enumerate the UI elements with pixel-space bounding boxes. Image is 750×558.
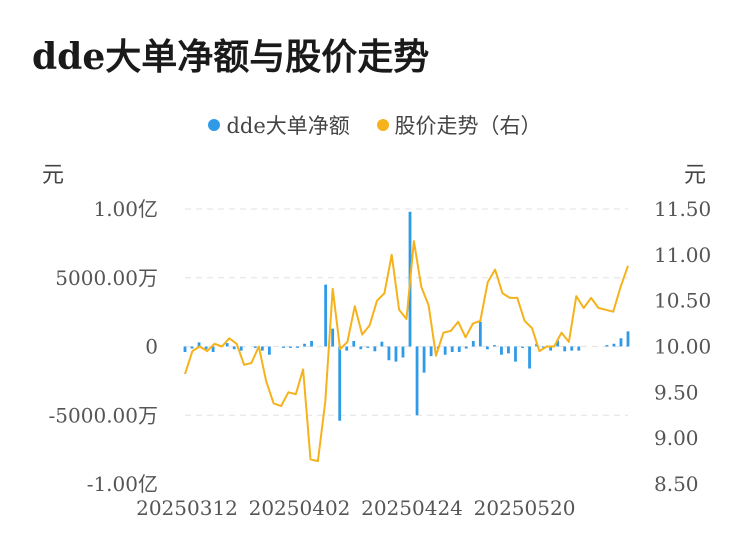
- dde-bar: [556, 340, 560, 347]
- dde-bar: [570, 346, 574, 351]
- dde-bar: [514, 346, 517, 362]
- dde-bar: [380, 341, 384, 347]
- right-tick-label: 10.00: [654, 335, 711, 359]
- x-tick-label: 20250520: [474, 496, 576, 520]
- legend-dot-price: [376, 119, 389, 131]
- dde-bar: [619, 338, 623, 347]
- dde-bar: [626, 331, 630, 347]
- dde-bar: [415, 346, 419, 416]
- grid-lines: [185, 208, 628, 416]
- legend: dde大单净额 股价走势（右）: [0, 110, 750, 140]
- dde-bar: [542, 346, 546, 348]
- left-tick-label: -5000.00万: [49, 403, 158, 427]
- left-tick-label: -1.00亿: [87, 472, 158, 496]
- line-series-price: [184, 240, 629, 463]
- dde-bar: [485, 346, 489, 350]
- left-axis-unit: 元: [42, 163, 65, 188]
- dde-bar: [478, 321, 482, 347]
- dde-bar: [239, 346, 243, 351]
- dde-bar: [289, 346, 292, 348]
- dde-bar: [253, 346, 257, 348]
- dde-bar: [267, 346, 271, 355]
- dde-bar: [443, 346, 447, 355]
- dde-bar: [282, 346, 285, 348]
- legend-dot-dde: [208, 119, 221, 131]
- dde-bar: [401, 346, 405, 358]
- dde-bar: [457, 346, 461, 352]
- dde-bar: [492, 345, 496, 347]
- dde-bar: [232, 346, 236, 350]
- dde-bar: [549, 346, 553, 351]
- right-tick-label: 8.50: [654, 472, 699, 496]
- dde-bar: [211, 346, 215, 352]
- dde-bar: [366, 346, 370, 348]
- legend-item-dde[interactable]: dde大单净额: [208, 110, 350, 140]
- dde-bar: [260, 346, 264, 351]
- dde-bar: [303, 343, 306, 347]
- dde-bar: [204, 346, 208, 350]
- left-tick-label: 5000.00万: [55, 266, 158, 290]
- dde-bar: [450, 346, 454, 352]
- dde-bar: [521, 346, 524, 348]
- right-tick-label: 11.50: [654, 197, 711, 221]
- right-tick-label: 11.00: [654, 243, 711, 267]
- dde-bar: [183, 346, 187, 352]
- legend-label-dde: dde大单净额: [226, 114, 350, 138]
- dde-bar: [500, 346, 503, 355]
- left-tick-label: 0: [145, 335, 158, 359]
- dde-bar: [296, 346, 299, 348]
- x-tick-label: 20250312: [136, 496, 238, 520]
- right-axis-unit: 元: [684, 163, 707, 188]
- dde-bar: [190, 346, 194, 349]
- dde-bar: [464, 346, 468, 349]
- dde-bar: [394, 346, 398, 362]
- legend-item-price[interactable]: 股价走势（右）: [376, 110, 542, 140]
- dde-bar: [471, 341, 475, 347]
- dde-bar: [577, 346, 581, 351]
- dde-bar: [528, 346, 531, 369]
- right-axis-ticks: 11.50 11.00 10.50 10.00 9.50 9.00 8.50: [654, 197, 711, 496]
- dde-bar: [352, 341, 356, 347]
- dde-bar: [331, 328, 335, 347]
- dde-bar: [225, 343, 229, 347]
- x-tick-label: 20250424: [361, 496, 463, 520]
- chart-title: dde大单净额与股价走势: [32, 36, 430, 78]
- dde-bar: [507, 346, 510, 354]
- dde-bar: [197, 342, 201, 347]
- dde-bar: [324, 284, 328, 347]
- x-tick-label: 20250402: [249, 496, 351, 520]
- right-tick-label: 9.00: [654, 426, 699, 450]
- dde-bar: [429, 346, 433, 357]
- dde-bar: [563, 346, 567, 352]
- dde-bar: [359, 346, 363, 350]
- dde-bar: [387, 346, 391, 361]
- dde-bar: [605, 345, 609, 347]
- dde-bar: [345, 346, 349, 351]
- dde-bar: [373, 346, 377, 352]
- left-axis-ticks: 1.00亿 5000.00万 0 -5000.00万 -1.00亿: [49, 197, 158, 496]
- dde-bar: [422, 346, 426, 373]
- left-tick-label: 1.00亿: [93, 197, 158, 221]
- dde-bar: [338, 346, 342, 421]
- right-tick-label: 9.50: [654, 380, 699, 404]
- legend-label-price: 股价走势（右）: [394, 114, 542, 138]
- price-line: [184, 240, 629, 463]
- right-tick-label: 10.50: [654, 289, 711, 313]
- dde-bar: [310, 341, 313, 347]
- dde-bar: [612, 343, 616, 347]
- x-axis-ticks: 20250312 20250402 20250424 20250520: [136, 496, 575, 520]
